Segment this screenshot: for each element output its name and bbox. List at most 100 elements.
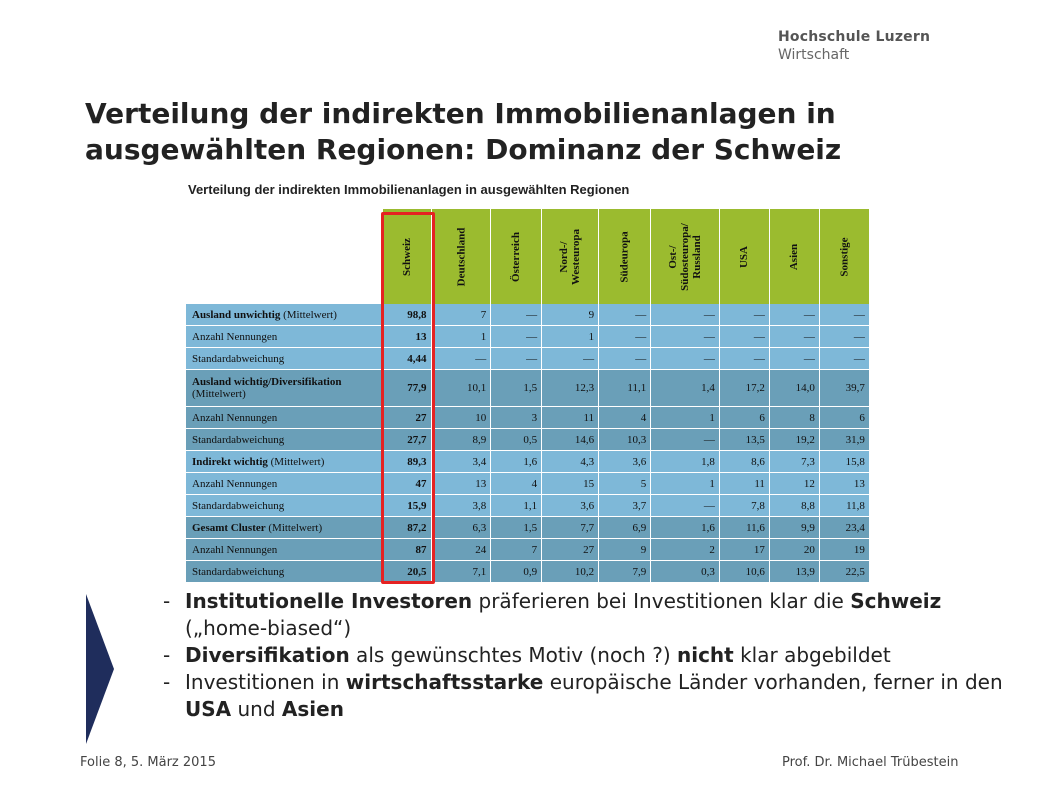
column-header: Sonstige [819, 209, 870, 304]
table-cell: — [650, 325, 720, 348]
table-row: Indirekt wichtig (Mittelwert) 89,3 3,4 1,6 4… [186, 450, 870, 473]
bullet-text: Institutionelle Investoren präferieren b… [185, 588, 1023, 642]
table-cell: 15,8 [819, 450, 870, 473]
bullet-text-emphasis: nicht [676, 643, 734, 667]
table-row: Ausland wichtig/Diversifikation (Mittelwe… [186, 369, 870, 407]
column-header-label: Österreich [510, 231, 523, 282]
table-cell: 1 [431, 325, 492, 348]
table-row: Anzahl Nennungen 87 24 7 27 9 2 17 20 19 [186, 538, 870, 561]
row-label-text: (Mittelwert) [265, 521, 323, 534]
table-cell: — [490, 304, 543, 326]
logo-line-2: Wirtschaft [778, 47, 850, 63]
table-cell: 15 [541, 472, 600, 495]
distribution-table: Schweiz Deutschland Österreich Nord-/ Weste… [186, 209, 870, 583]
footer-author: Prof. Dr. Michael Trübestein [782, 755, 959, 770]
table-cell: 9,9 [769, 516, 820, 539]
table-cell: 17 [719, 538, 770, 561]
table-cell: 19 [819, 538, 870, 561]
table-cell: — [541, 347, 600, 370]
table-cell: 3,6 [541, 494, 600, 517]
row-label: Standardabweichung [186, 494, 383, 517]
row-label: Anzahl Nennungen [186, 406, 383, 429]
table-cell: — [769, 325, 820, 348]
table-cell: — [719, 325, 770, 348]
table-cell: 1,6 [490, 450, 543, 473]
table-cell: 0,9 [490, 560, 543, 583]
table-cell: 5 [598, 472, 652, 495]
slide-title: Verteilung der indirekten Immobilienanla… [85, 96, 985, 168]
slide-title-line-2: ausgewählten Regionen: Dominanz der Schw… [85, 133, 842, 166]
table-row: Anzahl Nennungen 47 13 4 15 5 1 11 12 13 [186, 472, 870, 495]
table-cell: 7,8 [719, 494, 770, 517]
bullet-text-emphasis: USA [185, 697, 232, 721]
table-cell: 3,8 [431, 494, 492, 517]
table-cell: 10,3 [598, 428, 652, 451]
column-header: Schweiz [382, 209, 432, 304]
bullet-text-emphasis: Diversifikation [185, 643, 350, 667]
table-cell: — [719, 347, 770, 370]
table-cell: 11,6 [719, 516, 770, 539]
column-header: Ost-/ Südosteuropa/ Russland [650, 209, 720, 304]
row-label: Standardabweichung [186, 347, 383, 370]
slide-title-line-1: Verteilung der indirekten Immobilienanla… [85, 97, 836, 130]
table-cell: 10 [431, 406, 492, 429]
row-label-text: Standardabweichung [192, 499, 285, 512]
table-cell: 7,7 [541, 516, 600, 539]
table-cell: 3,7 [598, 494, 652, 517]
table-title: Verteilung der indirekten Immobilienanla… [188, 182, 630, 197]
row-label: Standardabweichung [186, 428, 383, 451]
bullet-item: - Diversifikation als gewünschtes Motiv (… [163, 642, 1023, 669]
bullet-text-segment: („home-biased“) [185, 616, 352, 640]
table-cell: — [769, 347, 820, 370]
row-label-bold: Ausland wichtig/Diversifikation [192, 376, 342, 388]
table-cell: 1,1 [490, 494, 543, 517]
table-cell: — [819, 325, 870, 348]
column-header-label: Schweiz [400, 237, 413, 276]
table-row: Standardabweichung 27,7 8,9 0,5 14,6 10,3—13,… [186, 428, 870, 451]
table-cell: 27 [382, 406, 432, 429]
table-row: Standardabweichung 15,9 3,8 1,1 3,6 3,7—7,8 8,… [186, 494, 870, 517]
table-cell: 3 [490, 406, 543, 429]
table-cell: 31,9 [819, 428, 870, 451]
table-cell: — [490, 347, 543, 370]
bullet-item: - Institutionelle Investoren präferieren … [163, 588, 1023, 642]
column-header-label: Ost-/ Südosteuropa/ Russland [667, 222, 704, 291]
bullet-text-segment: Investitionen in [185, 670, 346, 694]
chevron-icon [86, 594, 114, 744]
table-cell: 23,4 [819, 516, 870, 539]
table-cell: 27 [541, 538, 600, 561]
table-cell: 0,3 [650, 560, 720, 583]
table-cell: 27,7 [382, 428, 432, 451]
table-cell: 1,6 [650, 516, 720, 539]
table-header-row: Schweiz Deutschland Österreich Nord-/ Weste… [186, 209, 870, 304]
table-cell: 3,4 [431, 450, 492, 473]
table-cell: 20,5 [382, 560, 432, 583]
table-cell: 11,1 [598, 369, 652, 407]
table-cell: 1,5 [490, 369, 543, 407]
table-cell: 1,5 [490, 516, 543, 539]
table-cell: 20 [769, 538, 820, 561]
table-cell: 13 [431, 472, 492, 495]
table-cell: 1,8 [650, 450, 720, 473]
table-cell: 15,9 [382, 494, 432, 517]
table-cell: — [819, 304, 870, 326]
table-cell: — [819, 347, 870, 370]
table-cell: 7 [431, 304, 492, 326]
table-cell: 13,9 [769, 560, 820, 583]
table-cell: 4,44 [382, 347, 432, 370]
table-cell: — [650, 304, 720, 326]
table-cell: 1,4 [650, 369, 720, 407]
table-cell: 4,3 [541, 450, 600, 473]
table-row: Standardabweichung 4,44— — — — — — — — [186, 347, 870, 370]
table-cell: 1 [650, 472, 720, 495]
column-header: Deutschland [431, 209, 492, 304]
bullet-text-segment: als gewünschtes Motiv (noch ?) [349, 643, 677, 667]
footer-slide-info: Folie 8, 5. März 2015 [80, 755, 216, 770]
bullet-text: Investitionen in wirtschaftsstarke europ… [185, 669, 1023, 723]
bullet-item: - Investitionen in wirtschaftsstarke euro… [163, 669, 1023, 723]
bullet-text-segment: präferieren bei Investitionen klar die [472, 589, 851, 613]
bullet-dash: - [163, 589, 171, 613]
row-label: Ausland wichtig/Diversifikation (Mittelwe… [186, 369, 383, 407]
row-label: Anzahl Nennungen [186, 472, 383, 495]
table-cell: 87 [382, 538, 432, 561]
